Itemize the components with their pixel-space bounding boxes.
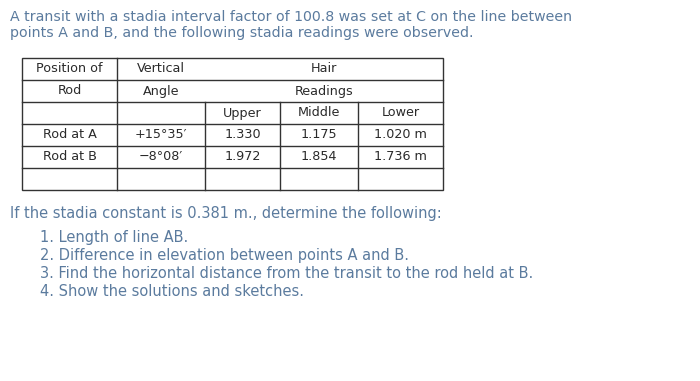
Text: Position of: Position of: [36, 62, 103, 75]
Text: Rod at B: Rod at B: [43, 150, 97, 163]
Text: 1.854: 1.854: [301, 150, 337, 163]
Text: 1.972: 1.972: [224, 150, 260, 163]
Text: Rod: Rod: [57, 85, 82, 98]
Text: Rod at A: Rod at A: [43, 128, 97, 141]
Text: Hair: Hair: [311, 62, 337, 75]
Text: 1.330: 1.330: [224, 128, 261, 141]
Text: 2. Difference in elevation between points A and B.: 2. Difference in elevation between point…: [40, 248, 409, 263]
Text: Angle: Angle: [143, 85, 179, 98]
Bar: [22, 58, 443, 190]
Text: points A and B, and the following stadia readings were observed.: points A and B, and the following stadia…: [10, 26, 473, 40]
Text: Upper: Upper: [223, 107, 262, 120]
Text: 3. Find the horizontal distance from the transit to the rod held at B.: 3. Find the horizontal distance from the…: [40, 266, 533, 281]
Text: Middle: Middle: [298, 107, 340, 120]
Text: Lower: Lower: [382, 107, 419, 120]
Text: −8°08′: −8°08′: [139, 150, 183, 163]
Text: A transit with a stadia interval factor of 100.8 was set at C on the line betwee: A transit with a stadia interval factor …: [10, 10, 572, 24]
Text: 1.020 m: 1.020 m: [374, 128, 427, 141]
Text: 1. Length of line AB.: 1. Length of line AB.: [40, 230, 188, 245]
Text: 1.736 m: 1.736 m: [374, 150, 427, 163]
Text: 4. Show the solutions and sketches.: 4. Show the solutions and sketches.: [40, 284, 304, 299]
Text: +15°35′: +15°35′: [134, 128, 188, 141]
Text: Readings: Readings: [295, 85, 354, 98]
Text: 1.175: 1.175: [301, 128, 337, 141]
Text: If the stadia constant is 0.381 m., determine the following:: If the stadia constant is 0.381 m., dete…: [10, 206, 442, 221]
Text: Vertical: Vertical: [137, 62, 185, 75]
